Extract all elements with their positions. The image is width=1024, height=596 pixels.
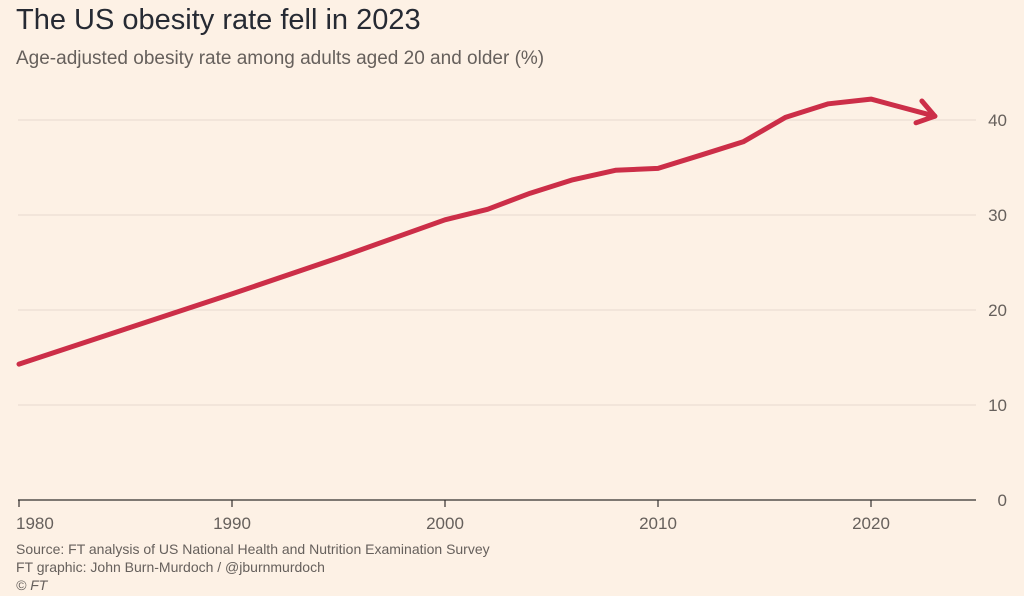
copyright-note: © FT xyxy=(16,577,48,593)
credit-note: FT graphic: John Burn-Murdoch / @jburnmu… xyxy=(16,559,325,575)
y-tick-label-10: 10 xyxy=(988,396,1007,415)
y-tick-label-20: 20 xyxy=(988,301,1007,320)
y-tick-label-40: 40 xyxy=(988,111,1007,130)
series-end-arrow xyxy=(913,98,938,126)
y-tick-label-0: 0 xyxy=(998,491,1007,510)
x-tick-label-2000: 2000 xyxy=(426,514,464,533)
x-tick-label-2020: 2020 xyxy=(852,514,890,533)
footer: Source: FT analysis of US National Healt… xyxy=(16,540,490,594)
y-tick-label-30: 30 xyxy=(988,206,1007,225)
chart-title: The US obesity rate fell in 2023 xyxy=(16,4,421,36)
x-tick-label-1980: 1980 xyxy=(16,514,54,533)
chart-subtitle: Age-adjusted obesity rate among adults a… xyxy=(16,48,545,69)
x-tick-label-1990: 1990 xyxy=(213,514,251,533)
source-note: Source: FT analysis of US National Healt… xyxy=(16,541,490,557)
x-tick-label-2010: 2010 xyxy=(639,514,677,533)
series-line xyxy=(16,96,938,367)
